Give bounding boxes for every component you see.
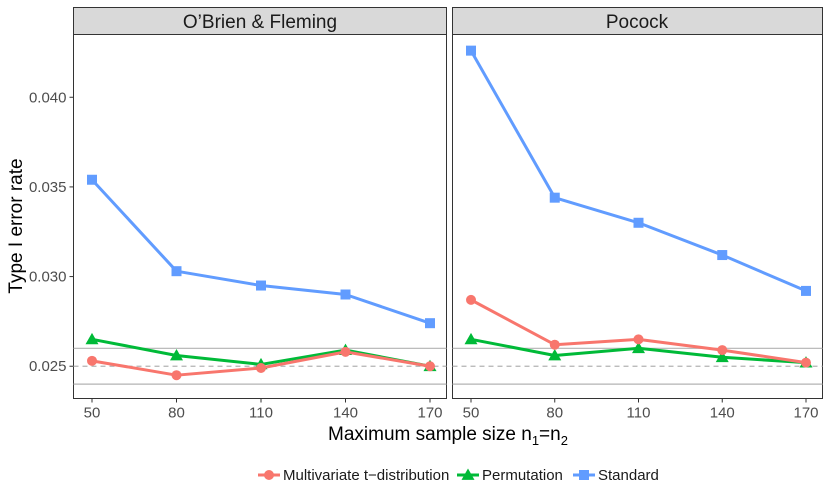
strip-background [73,7,447,35]
legend-label: Permutation [482,467,563,484]
series-standard [87,174,435,329]
data-point [801,357,811,368]
x-tick-label: 50 [463,405,480,422]
data-point [717,250,728,261]
data-point [87,174,97,185]
data-point [633,334,644,345]
legend-key-marker [579,470,589,480]
panel-obrien-fleming: O’Brien & Fleming 50 80 110 140 170 0.0250.0… [29,7,447,422]
data-point [425,361,435,372]
data-point [801,285,811,296]
y-tick-label: 0.040 [29,89,67,106]
data-point [466,45,476,56]
panel-frame [73,34,447,399]
data-point [340,346,351,357]
data-point [632,341,645,354]
x-axis: 50 80 110 140 170 [463,398,819,422]
y-tick-label: 0.035 [29,179,67,196]
panel-pocock: Pocock 50 80 110 140 170 [452,7,823,422]
x-tick-label: 170 [793,405,818,422]
data-point [464,332,478,345]
y-axis: 0.025 0.030 0.035 0.040 [29,89,74,375]
data-point [256,363,266,374]
data-point [549,339,560,350]
legend-key-marker [461,468,475,480]
x-tick-label: 110 [249,405,273,422]
x-tick-label: 140 [333,405,358,422]
legend: Multivariate t−distribution Permutation St… [258,467,659,484]
data-point [548,348,562,361]
legend-item-standard: Standard [573,467,659,484]
legend-label: Standard [598,467,659,484]
series-marks [85,174,437,381]
x-axis-title-sub2: 2 [561,433,568,448]
panel-title: O’Brien & Fleming [183,12,337,33]
data-point [170,348,183,361]
data-point [87,355,97,366]
x-axis-title-main: Maximum sample size n [328,424,532,445]
data-point [256,280,266,291]
data-point [715,350,729,363]
x-axis-title-sub1: 1 [532,433,539,448]
x-tick-label: 170 [417,405,442,422]
y-axis-title: Type I error rate [6,158,27,293]
data-point [549,192,560,203]
x-axis-title: Maximum sample size n1=n2 [328,424,568,448]
series-multivariate-t-distribution [466,294,811,368]
legend-key-marker [264,470,274,480]
series-marks [464,45,813,368]
data-point [466,294,476,305]
x-axis: 50 80 110 140 170 [84,398,443,422]
data-point [340,289,351,300]
x-tick-label: 140 [710,405,735,422]
panel-title: Pocock [606,12,669,33]
y-tick-label: 0.025 [29,358,67,375]
data-point [425,318,435,329]
x-tick-label: 80 [168,405,185,422]
legend-label: Multivariate t−distribution [283,467,449,484]
x-tick-label: 50 [84,405,101,422]
x-tick-label: 80 [546,405,563,422]
x-tick-label: 110 [627,405,651,422]
legend-item-multivariate-t-distribution: Multivariate t−distribution [258,467,449,484]
series-multivariate-t-distribution [87,346,435,381]
data-point [85,332,99,345]
series-standard [466,45,811,296]
data-point [171,370,182,381]
y-tick-label: 0.030 [29,269,67,286]
data-point [171,266,182,277]
data-point [633,217,644,228]
x-axis-title-eq: =n [539,424,561,445]
legend-item-permutation: Permutation [457,467,563,484]
data-point [717,345,728,356]
